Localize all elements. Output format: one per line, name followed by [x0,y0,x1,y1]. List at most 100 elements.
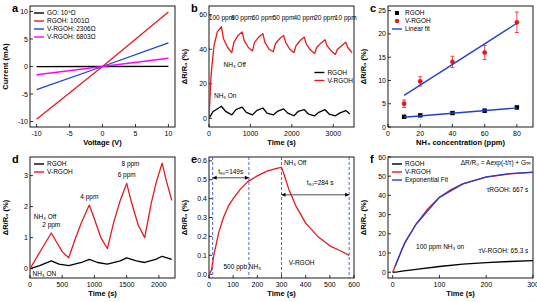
point [482,50,487,55]
panel-letter: a [12,2,19,14]
x-axis-label: NH₃ concentration (ppm) [416,138,505,147]
x-tick-label: 5 [134,130,138,137]
legend-swatch [34,36,44,37]
x-axis-label: Time (s) [446,289,475,298]
marker-line [248,157,249,278]
y-tick-label: 40 [378,192,386,199]
y-tick-label: 20 [378,230,386,237]
error-bar [402,100,406,107]
legend-label: Exponential Fit [405,176,448,184]
panel: -10-50510-10-50510GO: 10⁹ΩRGOH: 1001ΩV-R… [1,2,175,147]
annotation: τV-RGOH: 65.3 s [479,247,529,254]
legend: RGOHV-RGOH [314,69,353,84]
annotation: 8 ppm [121,160,139,168]
x-tick-label: 10 [165,130,173,137]
y-tick-label: 0.1 [197,252,207,259]
y-tick-label: 1 [24,234,28,241]
legend-swatch [34,163,44,164]
y-tick-label: 0.4 [197,195,207,202]
plot-frame [209,6,354,127]
legend-swatch [392,179,402,180]
series-line [37,58,169,75]
annotation: NH₃ On [214,92,237,99]
series-line [209,27,352,119]
annotation: 80 ppm [231,14,253,22]
panel: 0204060800510152025RGOHV-RGOHLinear fitN… [359,2,533,147]
x-tick-label: 400 [300,281,312,288]
series-line [209,167,349,274]
annotation: 2 ppm [42,221,60,229]
plot-frame [30,6,175,127]
y-tick-label: 0.3 [197,214,207,221]
y-tick-label: 10 [20,8,28,15]
y-axis-label: Current (mA) [1,43,10,90]
legend: RGOHV-RGOHLinear fit [392,9,431,32]
x-tick-label: 500 [324,281,336,288]
series-line [393,172,533,272]
legend-label: V-RGOH [327,77,353,84]
legend-swatch [34,20,44,21]
y-tick-label: 40 [199,46,207,53]
x-axis-label: Time (s) [267,289,296,298]
legend-label: V-RGOH [405,17,431,24]
plot-area [402,12,520,119]
arrow-head [213,176,249,180]
y-tick-label: 3 [24,172,28,179]
x-tick-label: -10 [32,130,42,137]
panel-letter: d [12,153,19,165]
x-tick-label: 0 [391,281,395,288]
panel-letter: b [191,2,198,14]
plot-frame [388,157,533,278]
legend-label: RGOH [47,160,67,167]
annotation: 6 ppm [118,171,136,179]
interval-arrow [213,177,249,178]
x-tick [158,275,159,278]
series-line [30,163,172,268]
x-tick [233,275,234,278]
annotation: t₉₀=284 s [307,179,335,186]
y-tick-label: 50 [378,173,386,180]
marker-line [349,157,350,278]
legend-label: RGOH: 1001Ω [47,17,90,24]
series-line [37,12,169,119]
legend-swatch [395,19,399,23]
x-tick-label: 100 [434,281,446,288]
error-bar [515,12,519,32]
x-tick-label: 0 [101,130,105,137]
y-tick-label: 20 [378,30,386,37]
y-tick-label: 0.2 [197,233,207,240]
y-axis-label: ΔR/R₀ (%) [359,199,368,235]
x-tick [257,275,258,278]
legend-swatch [34,28,44,29]
annotation: 60 ppm [252,14,274,22]
legend-swatch [314,72,324,73]
x-tick-label: 0 [207,281,211,288]
panel: 050010001500200001232 ppm4 ppm6 ppm8 ppm… [1,153,175,298]
panel-letter: c [370,2,376,14]
x-tick-label: 1500 [119,281,135,288]
x-tick-label: 20 [416,130,424,137]
annotation: NH₃ Off [224,61,247,68]
y-tick-label: 0 [382,269,386,276]
y-tick [388,80,391,81]
legend-label: RGOH [405,160,425,167]
y-tick-label: 25 [378,7,386,14]
y-tick-label: 10 [378,77,386,84]
y-tick-label: 5 [382,100,386,107]
legend-swatch [34,12,44,13]
y-tick-label: 20 [199,80,207,87]
x-tick-label: 1000 [87,281,103,288]
x-tick-label: 500 [56,281,68,288]
y-tick [388,272,391,273]
x-tick-label: 300 [276,281,288,288]
legend-label: RGOH [327,69,347,76]
y-tick-label: 2 [24,203,28,210]
y-tick-label: 0 [24,63,28,70]
annotation: NH₃ ON [33,270,57,277]
legend-swatch [392,171,402,172]
plot-area [393,172,533,272]
annotation: 50 ppm [273,14,295,22]
y-tick-label: 10 [378,250,386,257]
annotation: 10 ppm [335,14,357,22]
x-tick-label: 1000 [243,130,259,137]
